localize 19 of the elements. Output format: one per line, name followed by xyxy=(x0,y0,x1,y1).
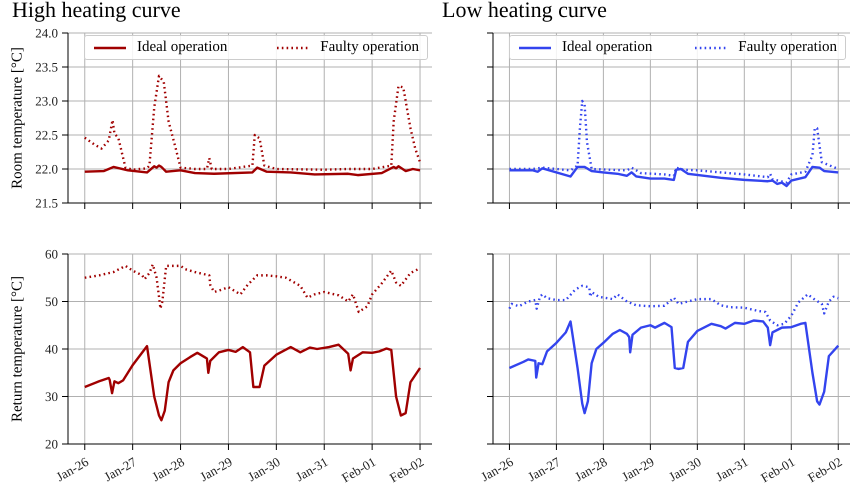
legend-label: Ideal operation xyxy=(137,39,228,56)
y-axis-title: Return temperature [°C] xyxy=(10,276,26,422)
y-tick-label: 23.0 xyxy=(35,94,58,108)
chart-title: High heating curve xyxy=(12,0,181,23)
y-tick-label: 40 xyxy=(45,342,58,356)
chart-title: Low heating curve xyxy=(442,0,607,23)
y-tick-label: 30 xyxy=(45,389,58,404)
y-axis-title: Room temperature [°C] xyxy=(10,47,26,189)
y-tick-label: 20 xyxy=(45,436,58,452)
y-tick-label: 22.0 xyxy=(35,162,58,176)
y-tick-label: 50 xyxy=(45,294,58,309)
legend-label: Ideal operation xyxy=(562,39,652,56)
y-tick-label: 21.5 xyxy=(35,196,58,210)
legend-label: Faulty operation xyxy=(738,39,837,56)
y-tick-label: 24.0 xyxy=(35,26,58,40)
y-tick-label: 23.5 xyxy=(35,60,58,74)
y-tick-label: 60 xyxy=(45,246,58,262)
legend-label: Faulty operation xyxy=(320,39,419,56)
y-tick-label: 22.5 xyxy=(35,128,58,142)
